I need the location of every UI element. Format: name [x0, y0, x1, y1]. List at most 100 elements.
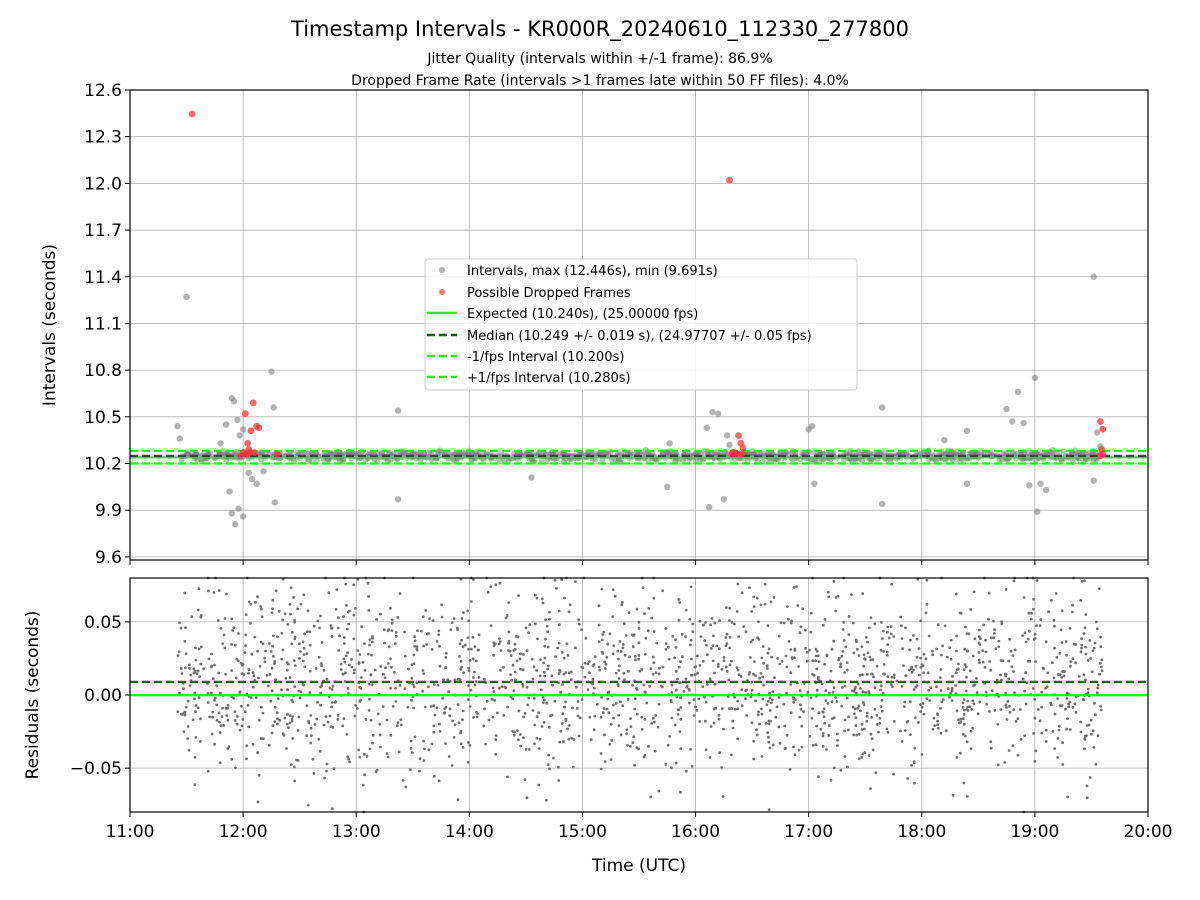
- residual-point: [390, 665, 393, 669]
- dropped-frame-point: [739, 444, 747, 452]
- dropped-frame-point: [246, 449, 254, 457]
- residual-point: [535, 669, 538, 672]
- residual-point: [931, 653, 934, 657]
- residual-point: [618, 640, 622, 643]
- residual-point: [821, 732, 825, 735]
- chart-subtitle-jitter: Jitter Quality (intervals within +/-1 fr…: [426, 51, 772, 67]
- residual-point: [701, 685, 705, 689]
- residual-point: [717, 713, 721, 717]
- residual-point: [755, 728, 758, 732]
- residual-point: [771, 743, 775, 747]
- residual-point: [234, 676, 238, 680]
- residual-point: [483, 707, 486, 711]
- residual-point: [1050, 598, 1053, 602]
- residual-point: [317, 737, 321, 741]
- residual-point: [1018, 708, 1022, 711]
- residual-point: [511, 697, 515, 701]
- interval-point: [217, 440, 224, 447]
- residual-point: [921, 702, 925, 705]
- residual-point: [920, 705, 924, 709]
- residual-point: [362, 752, 366, 756]
- residual-point: [778, 741, 782, 745]
- residual-point: [674, 761, 678, 765]
- residual-point: [863, 658, 867, 661]
- residuals-points: [176, 576, 1104, 814]
- residual-point: [865, 719, 869, 723]
- residual-point: [1013, 691, 1016, 694]
- residual-point: [740, 591, 744, 595]
- residual-point: [815, 724, 818, 728]
- residual-point: [306, 609, 310, 613]
- residual-point: [655, 641, 659, 645]
- residual-point: [1034, 660, 1037, 663]
- residual-point: [213, 698, 216, 702]
- residual-point: [199, 615, 203, 619]
- residual-point: [193, 697, 196, 701]
- residual-point: [909, 638, 912, 642]
- interval-point: [1020, 419, 1027, 427]
- residual-point: [771, 698, 774, 702]
- residual-point: [550, 674, 554, 678]
- residual-point: [977, 635, 981, 638]
- residual-point: [994, 647, 998, 650]
- dropped-frame-point: [1097, 452, 1104, 460]
- residual-point: [793, 753, 797, 757]
- residual-point: [674, 638, 677, 642]
- residual-point: [260, 705, 263, 709]
- residual-point: [1096, 734, 1100, 738]
- residual-point: [324, 715, 328, 719]
- residual-point: [808, 734, 812, 738]
- residual-point: [486, 590, 490, 594]
- residual-point: [1057, 724, 1061, 728]
- residual-point: [1044, 740, 1048, 743]
- residual-point: [830, 647, 834, 651]
- residual-point: [920, 753, 924, 756]
- residual-point: [728, 646, 732, 650]
- residual-point: [827, 734, 831, 737]
- residual-point: [883, 672, 886, 676]
- residual-point: [553, 699, 557, 703]
- residual-point: [352, 583, 356, 587]
- residual-point: [651, 716, 655, 720]
- residual-point: [211, 710, 215, 714]
- residual-point: [271, 644, 274, 648]
- residual-point: [1084, 678, 1087, 682]
- residual-point: [519, 733, 522, 736]
- residual-point: [416, 629, 419, 633]
- residual-point: [1083, 747, 1086, 751]
- residual-point: [767, 719, 771, 723]
- residual-point: [955, 649, 958, 653]
- interval-point: [1043, 486, 1050, 494]
- residual-point: [966, 699, 970, 703]
- y-tick-label: 11.4: [84, 268, 122, 288]
- residual-point: [240, 672, 244, 675]
- residual-point: [771, 690, 775, 694]
- residual-point: [259, 737, 263, 740]
- residual-point: [605, 707, 609, 711]
- residual-point: [704, 621, 707, 624]
- residual-point: [935, 712, 939, 716]
- residual-point: [533, 723, 537, 727]
- residual-point: [1025, 681, 1029, 685]
- residual-point: [856, 682, 860, 686]
- residual-point: [989, 746, 993, 750]
- residual-point: [241, 663, 244, 667]
- residual-point: [542, 661, 546, 665]
- residual-point: [586, 688, 590, 691]
- residual-point: [959, 720, 963, 724]
- residual-point: [477, 648, 481, 652]
- residual-point: [298, 696, 302, 700]
- residual-point: [1045, 685, 1049, 689]
- residual-point: [814, 743, 818, 747]
- legend-label-intervals: Intervals, max (12.446s), min (9.691s): [467, 264, 718, 279]
- residual-point: [325, 769, 328, 773]
- residual-point: [467, 619, 471, 623]
- residual-point: [517, 738, 520, 742]
- interval-point: [714, 410, 722, 417]
- residual-point: [597, 665, 601, 669]
- residual-point: [291, 700, 295, 703]
- residual-point: [525, 649, 529, 653]
- residual-point: [1008, 704, 1011, 708]
- legend-label-dropped: Possible Dropped Frames: [467, 286, 631, 301]
- residual-point: [176, 654, 180, 657]
